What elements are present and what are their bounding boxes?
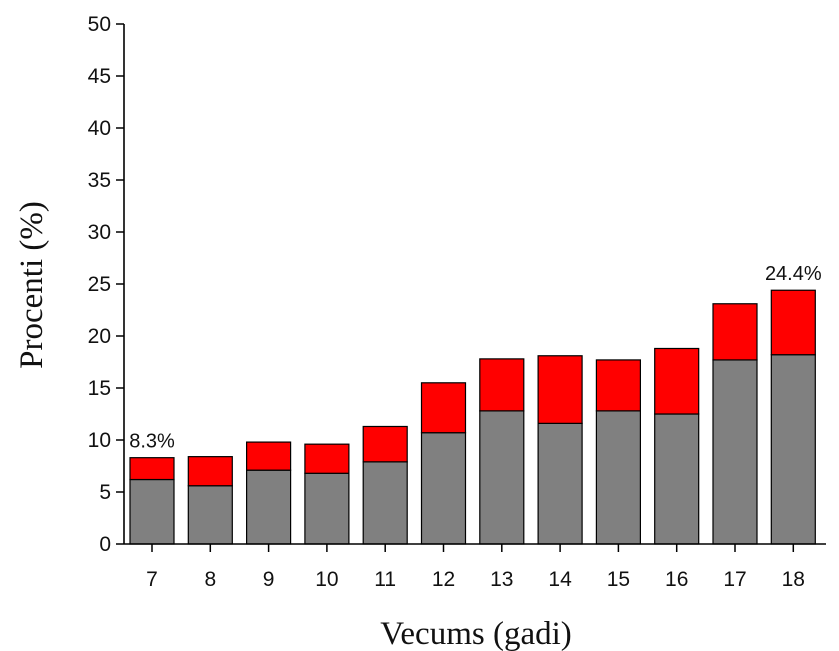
bar-lower-7 [129,478,175,545]
bar-lower-14 [537,422,583,545]
bar-lower-15 [595,410,642,545]
y-axis-title: Procenti (%) [14,201,50,369]
y-tick-label-15: 15 [88,377,111,400]
x-tick-label-12: 12 [432,568,455,591]
bar-lower-12 [420,432,467,545]
y-tick-label-35: 35 [88,169,111,192]
bar-upper-10 [304,443,350,474]
bar-upper-13 [479,358,525,412]
x-tick-label-18: 18 [782,568,805,591]
x-tick-label-8: 8 [204,568,216,591]
x-tick-label-9: 9 [263,568,275,591]
bar-upper-17 [712,303,758,361]
x-tick-label-15: 15 [607,568,630,591]
annotation-18: 24.4% [765,263,822,285]
bar-upper-9 [246,441,292,471]
bar-lower-17 [712,359,758,545]
annotation-7: 8.3% [129,431,175,453]
annotations-layer: 8.3% 24.4% [129,263,822,452]
x-tick-label-14: 14 [548,568,572,591]
x-tick-label-17: 17 [723,568,746,591]
y-tick-label-20: 20 [88,325,111,348]
y-tick-label-50: 50 [88,13,111,36]
x-tick-label-7: 7 [146,568,158,591]
y-tick-label-5: 5 [99,481,111,504]
bar-upper-8 [187,456,233,487]
y-tick-label-25: 25 [88,273,111,296]
x-axis-title: Vecums (gadi) [380,616,572,651]
bar-lower-18 [770,354,816,545]
bar-lower-10 [304,472,350,545]
y-tick-label-40: 40 [88,117,111,140]
y-tick-label-45: 45 [88,65,111,88]
bar-lower-16 [654,413,700,545]
x-axis: 7 8 9 10 11 12 13 14 15 16 17 18 [124,543,826,591]
bar-upper-12 [420,382,467,434]
bar-upper-11 [362,425,408,463]
bar-upper-15 [595,359,642,412]
bar-upper-7 [129,457,175,481]
bar-lower-9 [246,469,292,545]
x-tick-label-13: 13 [490,568,513,591]
bars-layer [129,289,816,545]
bar-lower-8 [187,485,233,545]
bar-upper-16 [654,347,700,415]
y-tick-label-10: 10 [88,429,111,452]
bar-lower-11 [362,461,408,545]
bar-upper-18 [770,289,816,356]
y-tick-label-0: 0 [99,533,111,556]
bar-lower-13 [479,410,525,545]
x-tick-label-16: 16 [665,568,688,591]
x-tick-label-11: 11 [374,568,396,591]
y-axis: 0 5 10 15 20 25 30 35 40 45 50 [88,13,125,556]
bar-upper-14 [537,355,583,424]
y-tick-label-30: 30 [88,221,111,244]
x-tick-label-10: 10 [315,568,338,591]
